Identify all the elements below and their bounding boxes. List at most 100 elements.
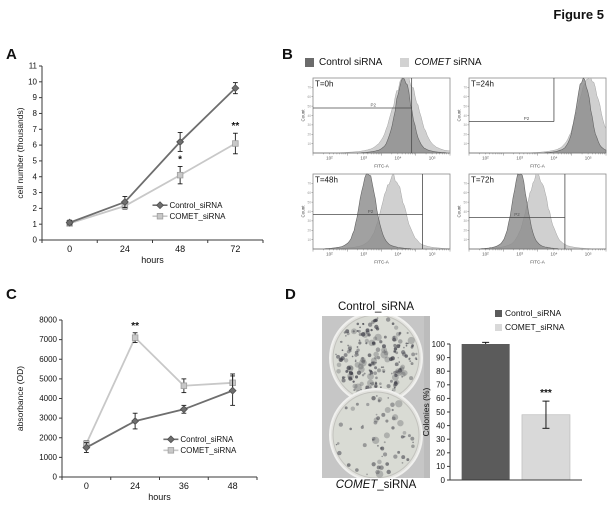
- plate-top-label: Control_siRNA: [337, 301, 415, 313]
- y-axis-label: Count: [457, 109, 462, 122]
- legend-label-control: Control siRNA: [319, 57, 383, 68]
- svg-text:10²: 10²: [482, 252, 489, 257]
- svg-text:10: 10: [463, 238, 467, 242]
- svg-text:10: 10: [28, 77, 37, 86]
- svg-text:30: 30: [463, 123, 467, 127]
- significance-marker: **: [231, 121, 239, 132]
- y-axis-label: Count: [457, 205, 462, 218]
- histogram-control-sirna: [313, 77, 450, 154]
- svg-text:11: 11: [29, 62, 38, 71]
- svg-text:8: 8: [33, 109, 38, 118]
- svg-text:10: 10: [307, 142, 311, 146]
- svg-text:40: 40: [463, 114, 467, 118]
- legend-item-control-sirna: Control_siRNA: [495, 308, 565, 318]
- svg-text:3: 3: [33, 188, 38, 197]
- svg-text:7: 7: [33, 125, 38, 134]
- data-point-marker: [179, 405, 188, 414]
- data-point-marker: [228, 386, 237, 395]
- x-axis-label: hours: [148, 492, 171, 502]
- svg-text:60: 60: [463, 95, 467, 99]
- gate-label: P2: [368, 209, 374, 214]
- svg-text:10⁵: 10⁵: [429, 252, 436, 257]
- subplot-title: T=24h: [471, 80, 494, 89]
- svg-text:6000: 6000: [39, 355, 57, 364]
- data-point-marker: [166, 435, 175, 444]
- svg-text:10⁵: 10⁵: [585, 252, 592, 257]
- flow-histogram-t48h: P2 10² 10³ 10⁴ 10⁵ 10 20 30 40 50 60 70 Count FITC-A T…: [301, 173, 451, 265]
- data-point-marker: [176, 137, 185, 146]
- gate-label: P2: [524, 116, 530, 121]
- x-axis-label: hours: [141, 255, 164, 265]
- svg-text:0: 0: [53, 473, 58, 482]
- line-chart-A: 0 1 2 3 4 5 6 7 8 9 10 11 0 24 48 72 hours cell number (t…: [15, 62, 264, 265]
- panel-c-chart: 0 1000 2000 3000 4000 5000 6000 7000 8000 0 24 36 48…: [14, 292, 274, 507]
- svg-text:10²: 10²: [482, 156, 489, 161]
- svg-text:10: 10: [463, 142, 467, 146]
- svg-text:40: 40: [307, 210, 311, 214]
- svg-text:20: 20: [463, 229, 467, 233]
- legend-swatch-comet-light: [495, 323, 502, 331]
- svg-text:10: 10: [436, 462, 445, 471]
- svg-text:1000: 1000: [39, 453, 57, 462]
- svg-text:0: 0: [441, 476, 446, 485]
- legend-item-comet-sirna: COMET_siRNA: [495, 322, 565, 332]
- svg-text:10²: 10²: [326, 252, 333, 257]
- panel-d-chart: 0 10 20 30 40 50 60 70 80 90 100 Colonies (%) ***: [420, 290, 605, 495]
- legend-label-COMET_siRNA: COMET_siRNA: [170, 212, 227, 221]
- svg-text:6: 6: [33, 141, 38, 150]
- svg-text:5000: 5000: [39, 374, 57, 383]
- svg-text:10³: 10³: [516, 156, 523, 161]
- flow-histogram-t24h: P2 10² 10³ 10⁴ 10⁵ 10 20 30 40 50 60 70 Count FITC-A T…: [457, 77, 607, 169]
- series-line-Control_siRNA: [69, 87, 237, 224]
- svg-text:48: 48: [228, 481, 238, 491]
- svg-text:70: 70: [463, 86, 467, 90]
- svg-text:10⁴: 10⁴: [394, 156, 401, 161]
- significance-marker: **: [131, 321, 139, 332]
- svg-text:24: 24: [130, 481, 140, 491]
- significance-marker: *: [178, 154, 182, 165]
- svg-text:30: 30: [307, 123, 311, 127]
- svg-text:4: 4: [33, 172, 38, 181]
- legend-swatch-control-dark: [495, 309, 502, 317]
- y-axis-label: cell number (thousands): [15, 107, 25, 198]
- svg-text:90: 90: [436, 353, 445, 362]
- svg-text:40: 40: [436, 421, 445, 430]
- panel-a-chart: 0 1 2 3 4 5 6 7 8 9 10 11 0 24 48 72 hours cell number (t…: [14, 56, 270, 268]
- colony-plates-image: [322, 316, 430, 478]
- svg-text:40: 40: [307, 114, 311, 118]
- data-point-marker: [156, 201, 164, 210]
- series-line-COMET_siRNA: [69, 142, 236, 225]
- svg-text:10²: 10²: [326, 156, 333, 161]
- gate-label: P2: [514, 212, 520, 217]
- svg-text:3000: 3000: [39, 414, 57, 423]
- svg-text:50: 50: [463, 104, 467, 108]
- svg-text:70: 70: [436, 381, 445, 390]
- flow-histogram-t72h: P2 10² 10³ 10⁴ 10⁵ 10 20 30 40 50 60 70 Count FITC-A T…: [457, 173, 607, 265]
- flow-cytometry-grid: P2 10² 10³ 10⁴ 10⁵ 10 20 30 40 50 60 70 Count FITC-A T…: [300, 76, 608, 265]
- flow-histogram-t0h: P2 10² 10³ 10⁴ 10⁵ 10 20 30 40 50 60 70 Count FITC-A T…: [301, 77, 451, 169]
- svg-text:0: 0: [33, 236, 38, 245]
- panel-b-legend: Control siRNA COMET siRNA: [305, 57, 482, 68]
- svg-text:10³: 10³: [516, 252, 523, 257]
- legend-item-control-sirna: Control siRNA: [305, 57, 382, 68]
- data-point-marker: [180, 382, 188, 389]
- bar-Control_siRNA: [461, 344, 510, 480]
- x-axis-label: FITC-A: [374, 260, 389, 265]
- x-axis-label: FITC-A: [374, 164, 389, 169]
- series-line-Control_siRNA: [85, 389, 233, 449]
- line-chart-C: 0 1000 2000 3000 4000 5000 6000 7000 8000 0 24 36 48…: [15, 316, 258, 502]
- y-axis-label: absorbance (OD): [15, 366, 25, 431]
- svg-text:50: 50: [436, 408, 445, 417]
- svg-text:0: 0: [67, 244, 72, 254]
- svg-text:1: 1: [33, 220, 38, 229]
- svg-text:9: 9: [33, 93, 38, 102]
- data-point-marker: [131, 417, 140, 426]
- panel-a-label: A: [6, 46, 17, 63]
- bar-chart-D: 0 10 20 30 40 50 60 70 80 90 100 Colonies (%) ***: [421, 340, 582, 485]
- svg-text:40: 40: [463, 210, 467, 214]
- histogram-control-sirna: [469, 173, 606, 250]
- svg-text:72: 72: [230, 244, 240, 254]
- data-point-marker: [82, 443, 91, 452]
- svg-text:60: 60: [307, 191, 311, 195]
- svg-text:5: 5: [33, 157, 38, 166]
